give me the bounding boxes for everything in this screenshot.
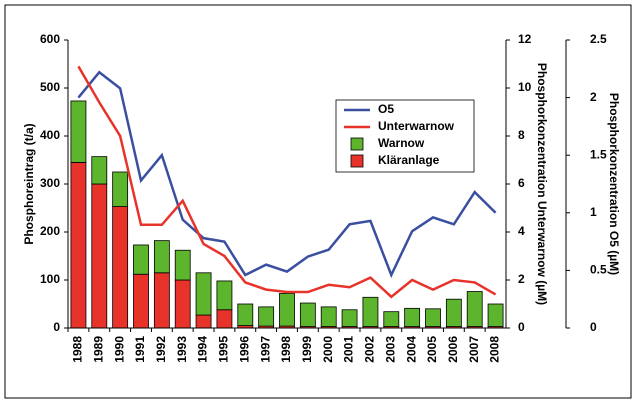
bar [133,273,149,329]
x-tick-label: 1990 [112,336,126,363]
bar [216,280,233,311]
x-tick-label: 2005 [425,336,439,363]
bar [279,293,295,327]
x-tick-label: 1988 [71,336,85,363]
x-tick-label: 1991 [133,336,147,363]
x-tick-label: 1992 [154,336,168,363]
x-tick-label: 1989 [91,336,105,363]
bar [174,249,191,281]
y2-tick-label: 8 [518,128,525,142]
legend-label: Kläranlage [378,153,440,167]
bar [70,100,87,163]
y-tick-label: 0 [53,320,60,334]
x-tick-label: 1996 [237,336,251,363]
bar [258,306,275,327]
bar [195,314,212,329]
y3-tick-label: 1 [590,205,597,219]
x-tick-label: 1997 [258,336,272,363]
x-tick-label: 1998 [279,336,293,363]
x-tick-label: 1999 [300,336,314,363]
y2-tick-label: 12 [518,32,532,46]
bar [487,303,504,327]
y2-tick-label: 0 [518,320,525,334]
y3-tick-label: 2.5 [590,32,607,46]
legend-label: Warnow [378,136,425,150]
y-tick-label: 200 [40,224,60,238]
y2-tick-label: 10 [518,80,532,94]
bar [112,171,129,207]
frame [4,4,632,399]
y-axis-title: Phosphoreintrag (t/a) [22,123,36,244]
bar [383,311,400,327]
bar [133,244,149,275]
x-tick-label: 2002 [363,336,377,363]
y-tick-label: 400 [40,128,60,142]
y3-axis-title: Phosphorkonzentration O5 (µM) [607,93,621,275]
x-tick-label: 1995 [217,336,231,363]
bar [112,206,129,329]
y2-tick-label: 2 [518,272,525,286]
bar [404,307,421,327]
x-tick-label: 2004 [404,336,418,363]
x-tick-label: 2000 [321,336,335,363]
y2-tick-label: 6 [518,176,525,190]
x-tick-label: 2007 [467,336,481,363]
x-tick-label: 2006 [446,336,460,363]
bar [445,298,462,327]
bar [153,272,170,329]
bar [425,308,441,327]
y-tick-label: 500 [40,80,60,94]
y-tick-label: 600 [40,32,60,46]
y3-tick-label: 0.5 [590,263,607,277]
x-tick-label: 1993 [175,336,189,363]
x-tick-label: 1994 [196,336,210,363]
bar [91,156,108,185]
bar [70,161,87,329]
x-tick-label: 2008 [488,336,502,363]
y2-axis-title: Phosphorkonzentration Unterwarnow (µM) [535,63,549,305]
legend-label: O5 [378,102,394,116]
y-tick-label: 300 [40,176,60,190]
bar [299,302,316,327]
legend-swatch [350,137,364,151]
bar [174,279,191,329]
y3-tick-label: 1.5 [590,147,607,161]
y2-tick-label: 4 [518,224,525,238]
line [77,65,497,299]
bar [91,183,108,329]
bar [320,306,337,327]
bar [341,309,358,327]
legend-swatch [350,154,364,168]
bar [153,240,170,274]
x-tick-label: 2003 [383,336,397,363]
line [77,70,497,279]
bar [466,291,483,327]
y-tick-label: 100 [40,272,60,286]
bar [237,303,254,327]
y3-tick-label: 2 [590,90,597,104]
legend-label: Unterwarnow [378,119,455,133]
y3-tick-label: 0 [590,320,597,334]
bar [362,296,379,327]
x-tick-label: 2001 [342,336,356,363]
bar [195,272,212,316]
bar [216,309,233,329]
